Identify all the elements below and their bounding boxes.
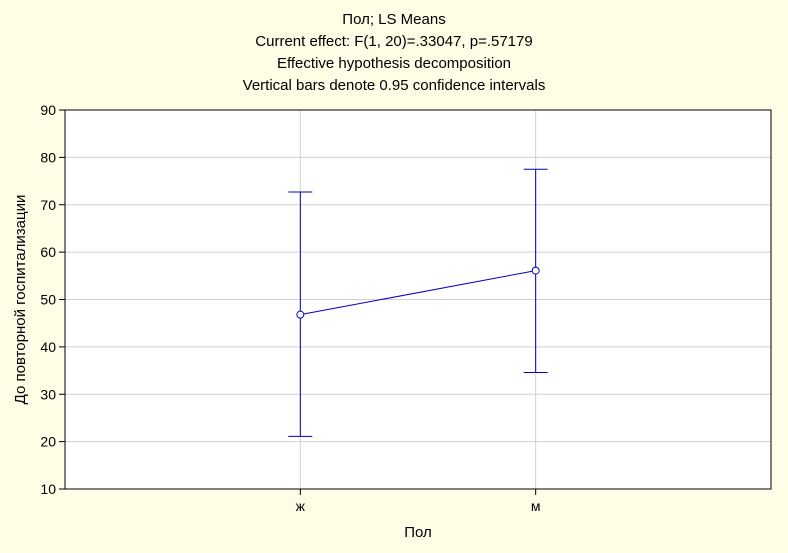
y-tick-label: 80: [40, 149, 56, 165]
mean-point: [296, 310, 305, 319]
chart-title-line: Current effect: F(1, 20)=.33047, p=.5717…: [255, 33, 532, 50]
chart-title-line: Пол; LS Means: [342, 11, 445, 28]
chart-title-line: Vertical bars denote 0.95 confidence int…: [243, 77, 546, 94]
chart-title-line: Effective hypothesis decomposition: [277, 55, 511, 72]
y-tick-label: 20: [40, 434, 56, 450]
mean-line: [300, 270, 536, 316]
mean-point: [531, 266, 540, 275]
y-tick-label: 10: [40, 481, 56, 497]
x-axis-label: Пол: [404, 524, 432, 541]
y-tick-label: 70: [40, 197, 56, 213]
y-tick-label: 40: [40, 339, 56, 355]
y-tick-label: 90: [40, 102, 56, 118]
y-axis-label: До повторной госпитализации: [12, 195, 29, 405]
plot-border: [64, 109, 772, 490]
y-tick-label: 50: [40, 292, 56, 308]
y-tick-label: 30: [40, 386, 56, 402]
x-tick-label: м: [531, 498, 541, 514]
y-tick-label: 60: [40, 244, 56, 260]
x-tick-label: ж: [296, 498, 306, 514]
